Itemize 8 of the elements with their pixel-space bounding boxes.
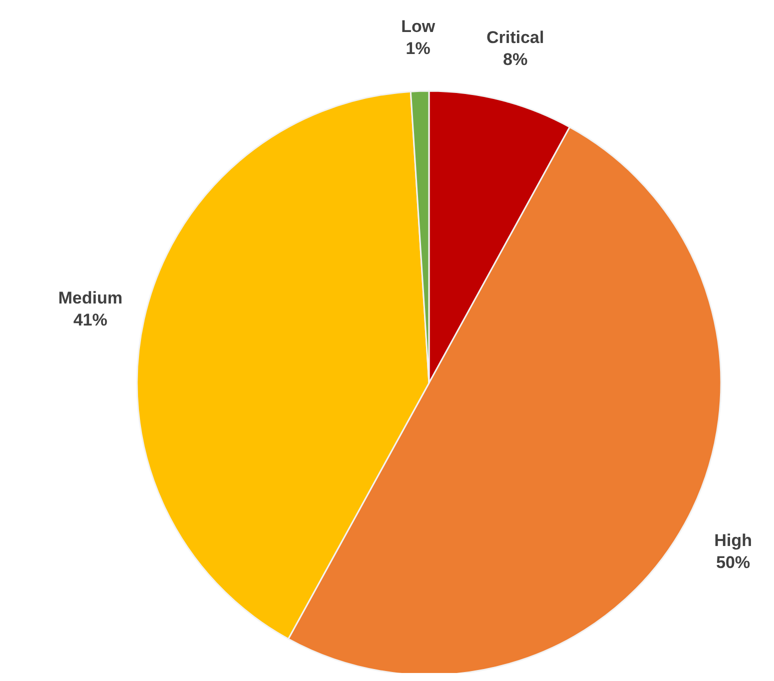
- data-label: 41%: [73, 310, 108, 330]
- slice-label: Low: [401, 17, 436, 36]
- data-label: 1%: [406, 39, 430, 58]
- data-label: 8%: [503, 50, 528, 69]
- data-label: 50%: [716, 553, 750, 572]
- slice-label: Medium: [58, 288, 122, 308]
- slice-label: Critical: [486, 28, 544, 47]
- slice-label: High: [714, 531, 752, 550]
